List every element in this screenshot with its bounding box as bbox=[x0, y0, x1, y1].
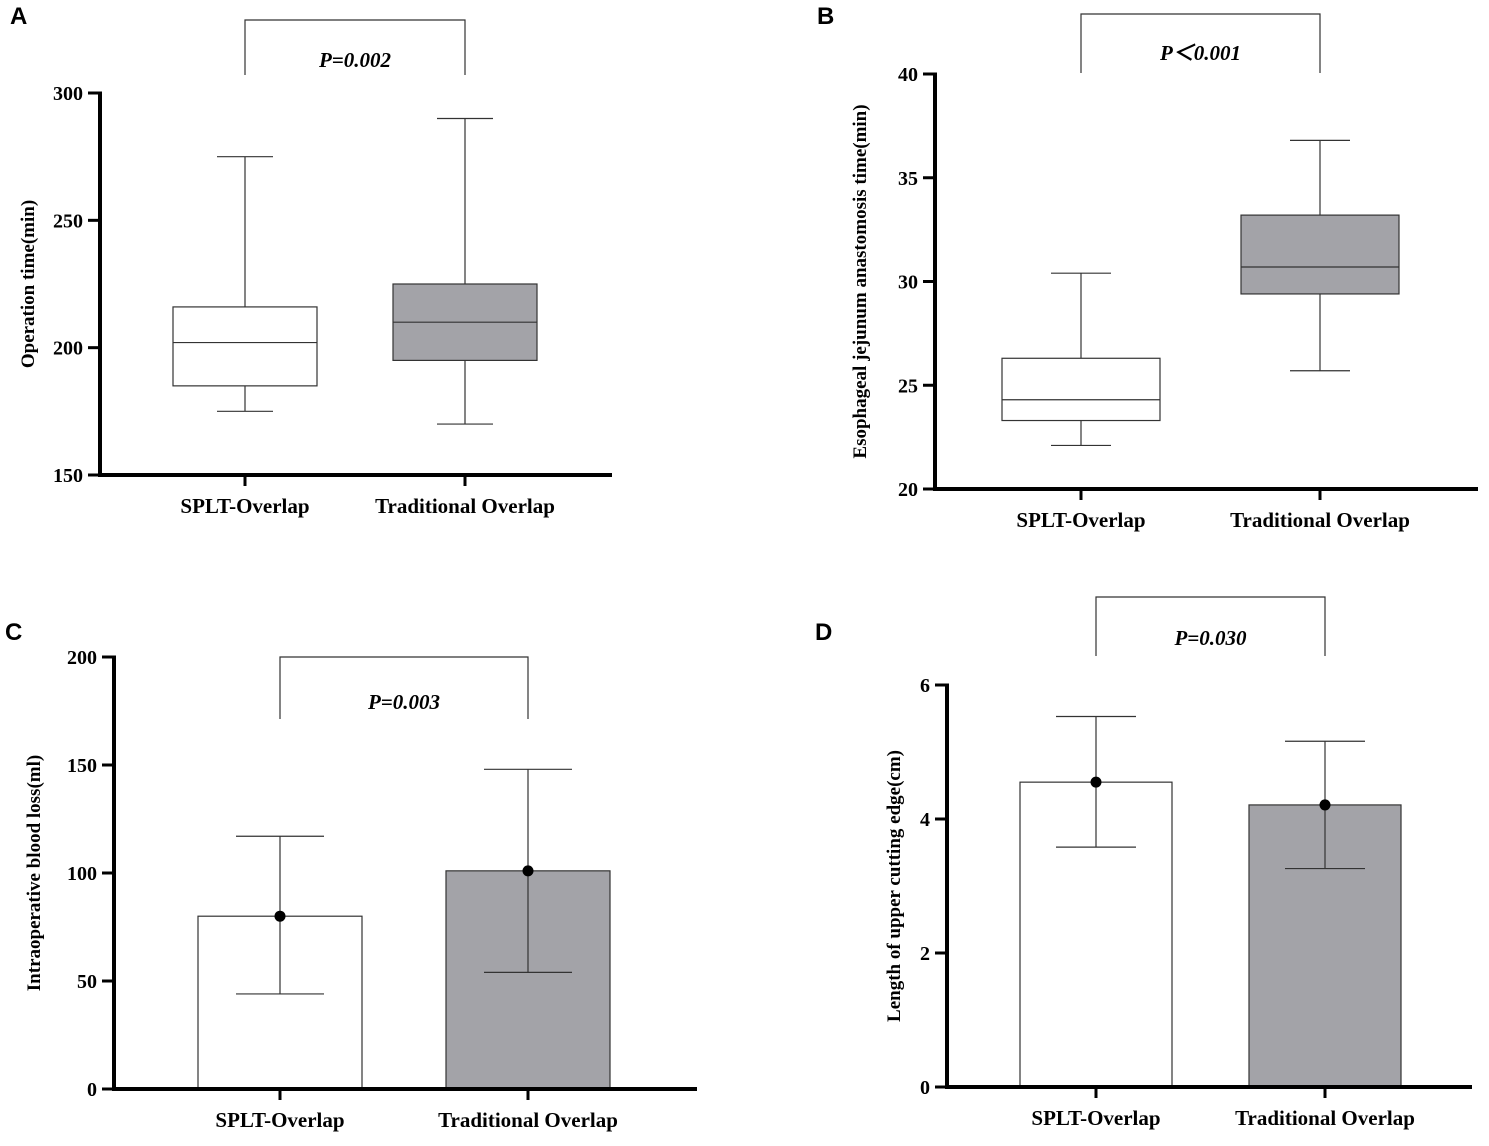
mean-point bbox=[522, 865, 534, 877]
category-label: Traditional Overlap bbox=[438, 1108, 618, 1132]
y-axis-label: Operation time(min) bbox=[18, 200, 39, 368]
y-tick-label: 35 bbox=[898, 168, 918, 190]
y-axis-label: Length of upper cutting edge(cm) bbox=[884, 750, 905, 1022]
significance-bracket bbox=[279, 656, 529, 719]
panel-label: C bbox=[5, 619, 22, 646]
box bbox=[1240, 214, 1400, 295]
panel-b: B SPLT-Overlap Traditional Overlap 20 25 30 35… bbox=[817, 3, 1478, 532]
significance-bracket bbox=[1095, 596, 1326, 656]
y-tick-label: 50 bbox=[77, 971, 97, 993]
p-value-label: P=0.030 bbox=[1173, 626, 1247, 650]
y-tick-label: 200 bbox=[67, 647, 97, 669]
category-label: SPLT-Overlap bbox=[180, 494, 309, 518]
y-tick-label: 4 bbox=[920, 809, 930, 831]
mean-point bbox=[1319, 799, 1331, 811]
y-axis-label: Intraoperative blood loss(ml) bbox=[24, 755, 45, 991]
box bbox=[1001, 357, 1161, 422]
y-tick-label: 150 bbox=[67, 755, 97, 777]
category-label: SPLT-Overlap bbox=[215, 1108, 344, 1132]
panel-d: D SPLT-Overlap Traditional Overlap 0 2 4 6 Leng… bbox=[815, 596, 1472, 1130]
panel-label: A bbox=[10, 3, 27, 30]
p-value-label: P=0.003 bbox=[367, 690, 440, 714]
box bbox=[172, 306, 318, 387]
panel-a: A SPLT-Overlap Traditional Overlap 150 200 25… bbox=[10, 3, 612, 518]
y-tick-label: 300 bbox=[53, 83, 83, 105]
significance-bracket bbox=[1080, 13, 1321, 73]
mean-point bbox=[274, 910, 286, 922]
y-tick-label: 100 bbox=[67, 863, 97, 885]
category-label: Traditional Overlap bbox=[1230, 508, 1410, 532]
y-tick-label: 40 bbox=[898, 64, 918, 86]
panel-label: B bbox=[817, 3, 834, 30]
panel-label: D bbox=[815, 619, 832, 646]
significance-bracket bbox=[244, 19, 466, 75]
panel-c: C SPLT-Overlap Traditional Overlap 0 50 100 15… bbox=[5, 619, 697, 1132]
y-tick-label: 250 bbox=[53, 210, 83, 232]
category-label: Traditional Overlap bbox=[375, 494, 555, 518]
y-tick-label: 0 bbox=[87, 1079, 97, 1101]
y-tick-label: 200 bbox=[53, 338, 83, 360]
mean-point bbox=[1090, 776, 1102, 788]
y-tick-label: 30 bbox=[898, 272, 918, 294]
category-label: Traditional Overlap bbox=[1235, 1106, 1415, 1130]
y-tick-label: 20 bbox=[898, 479, 918, 501]
y-tick-label: 150 bbox=[53, 465, 83, 487]
y-axis-label: Esophageal jejunum anastomosis time(min) bbox=[850, 104, 871, 458]
category-label: SPLT-Overlap bbox=[1016, 508, 1145, 532]
category-label: SPLT-Overlap bbox=[1031, 1106, 1160, 1130]
y-tick-label: 2 bbox=[920, 943, 930, 965]
p-value-label: P＜0.001 bbox=[1159, 41, 1241, 65]
p-value-label: P=0.002 bbox=[318, 48, 392, 72]
y-tick-label: 25 bbox=[898, 375, 918, 397]
y-tick-label: 0 bbox=[920, 1077, 930, 1099]
y-tick-label: 6 bbox=[920, 675, 930, 697]
